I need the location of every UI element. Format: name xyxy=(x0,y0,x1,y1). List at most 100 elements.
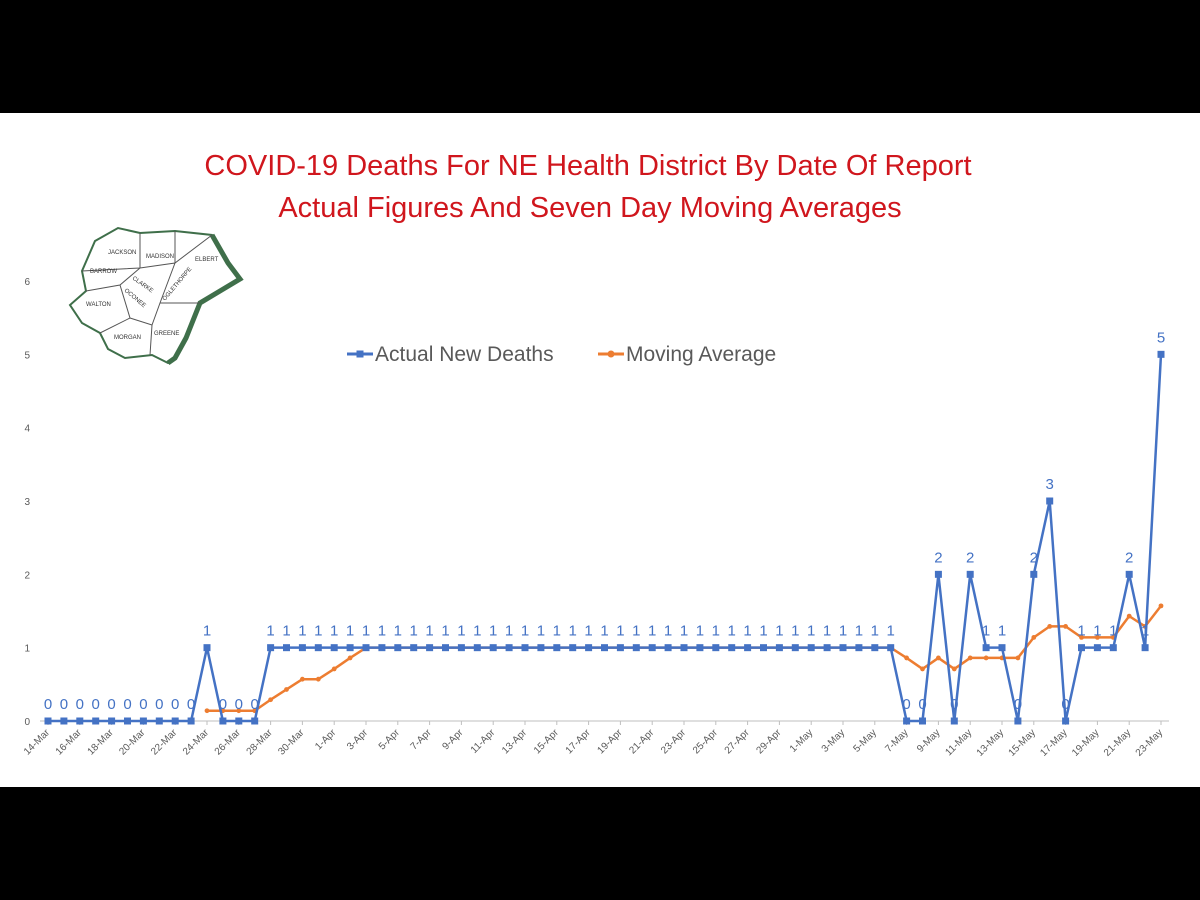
moving-average-point xyxy=(347,655,353,661)
data-label: 1 xyxy=(791,623,799,640)
actual-point xyxy=(426,644,434,652)
actual-point xyxy=(839,644,847,652)
x-tick-label: 13-Apr xyxy=(500,727,529,756)
moving-average-point xyxy=(268,697,273,703)
moving-average-point xyxy=(1126,613,1132,619)
actual-point xyxy=(394,644,402,652)
actual-point xyxy=(219,717,227,725)
actual-point xyxy=(235,717,243,725)
actual-point xyxy=(616,644,624,652)
actual-point xyxy=(1030,570,1038,578)
actual-point xyxy=(251,717,259,725)
moving-average-point xyxy=(1095,635,1100,640)
moving-average-point xyxy=(204,708,210,714)
data-label: 0 xyxy=(139,696,147,713)
chart: COVID-19 Deaths For NE Health District B… xyxy=(22,150,1169,759)
x-tick-label: 13-May xyxy=(975,727,1006,758)
data-label: 1 xyxy=(1109,623,1117,640)
data-label: 0 xyxy=(44,696,52,713)
actual-point xyxy=(823,644,831,652)
county-label-greene: GREENE xyxy=(154,331,179,337)
actual-point xyxy=(346,644,354,652)
data-label: 1 xyxy=(1093,623,1101,640)
actual-point xyxy=(457,644,465,652)
data-label: 1 xyxy=(775,623,783,640)
y-tick-label: 0 xyxy=(24,717,30,728)
actual-point xyxy=(744,644,752,652)
x-tick-label: 14-Mar xyxy=(22,727,53,758)
data-label: 0 xyxy=(235,696,243,713)
x-tick-label: 15-Apr xyxy=(532,727,561,756)
data-label: 1 xyxy=(489,623,497,640)
moving-average-point xyxy=(1158,603,1164,609)
x-tick-label: 23-May xyxy=(1134,727,1165,758)
actual-point xyxy=(362,644,370,652)
x-tick-label: 19-Apr xyxy=(596,727,625,756)
x-tick-label: 25-Apr xyxy=(691,727,720,756)
y-tick-label: 4 xyxy=(24,424,30,435)
data-label: 0 xyxy=(92,696,100,713)
x-tick-label: 5-Apr xyxy=(377,727,403,753)
actual-point xyxy=(108,717,116,725)
moving-average-point xyxy=(1031,635,1037,640)
data-label: 1 xyxy=(346,623,354,640)
moving-average-point xyxy=(920,666,925,672)
data-label: 1 xyxy=(839,623,847,640)
county-label-morgan: MORGAN xyxy=(114,335,141,341)
actual-point xyxy=(728,644,736,652)
x-tick-label: 24-Mar xyxy=(181,727,212,758)
moving-average-point xyxy=(315,676,321,682)
data-label: 1 xyxy=(584,623,592,640)
y-tick-label: 5 xyxy=(24,350,30,361)
data-label: 0 xyxy=(219,696,227,713)
actual-point xyxy=(775,644,783,652)
x-tick-label: 9-May xyxy=(915,727,942,754)
data-label: 1 xyxy=(600,623,608,640)
x-tick-label: 29-Apr xyxy=(755,727,784,756)
data-label: 1 xyxy=(394,623,402,640)
data-label: 1 xyxy=(712,623,720,640)
x-tick-label: 19-May xyxy=(1070,727,1101,758)
x-tick-label: 16-Mar xyxy=(54,727,85,758)
actual-point xyxy=(648,644,656,652)
data-label: 1 xyxy=(282,623,290,640)
x-tick-label: 30-Mar xyxy=(276,727,307,758)
data-label: 1 xyxy=(298,623,306,640)
y-tick-label: 3 xyxy=(24,497,30,508)
moving-average-point xyxy=(331,666,337,672)
actual-point xyxy=(60,717,68,725)
data-label: 1 xyxy=(982,623,990,640)
data-label: 1 xyxy=(871,623,879,640)
x-tick-label: 11-May xyxy=(943,727,974,758)
moving-average-point xyxy=(983,655,989,661)
x-tick-label: 23-Apr xyxy=(659,727,688,756)
x-tick-label: 7-May xyxy=(883,727,910,754)
data-label: 1 xyxy=(648,623,656,640)
actual-point xyxy=(903,717,911,725)
x-tick-label: 22-Mar xyxy=(149,727,180,758)
data-label: 1 xyxy=(696,623,704,640)
actual-point xyxy=(1093,644,1101,652)
data-label: 1 xyxy=(266,623,274,640)
moving-average-point xyxy=(904,655,909,661)
actual-point xyxy=(760,644,767,652)
x-tick-label: 20-Mar xyxy=(117,727,148,758)
actual-point xyxy=(553,644,561,652)
data-label: 5 xyxy=(1157,329,1165,346)
data-label: 0 xyxy=(187,696,195,713)
data-label: 1 xyxy=(457,623,465,640)
data-label: 1 xyxy=(759,623,767,640)
actual-point xyxy=(139,717,147,725)
data-label: 1 xyxy=(362,623,370,640)
data-label: 2 xyxy=(934,549,942,566)
moving-average-point xyxy=(300,676,305,682)
moving-average-point xyxy=(236,708,242,714)
actual-point xyxy=(203,644,211,652)
x-tick-label: 26-Mar xyxy=(213,727,244,758)
chart-subtitle: Actual Figures And Seven Day Moving Aver… xyxy=(278,192,901,224)
y-tick-label: 6 xyxy=(24,277,30,288)
actual-point xyxy=(696,644,704,652)
data-label: 0 xyxy=(171,696,179,713)
actual-point xyxy=(585,644,593,652)
data-label: 0 xyxy=(251,696,259,713)
